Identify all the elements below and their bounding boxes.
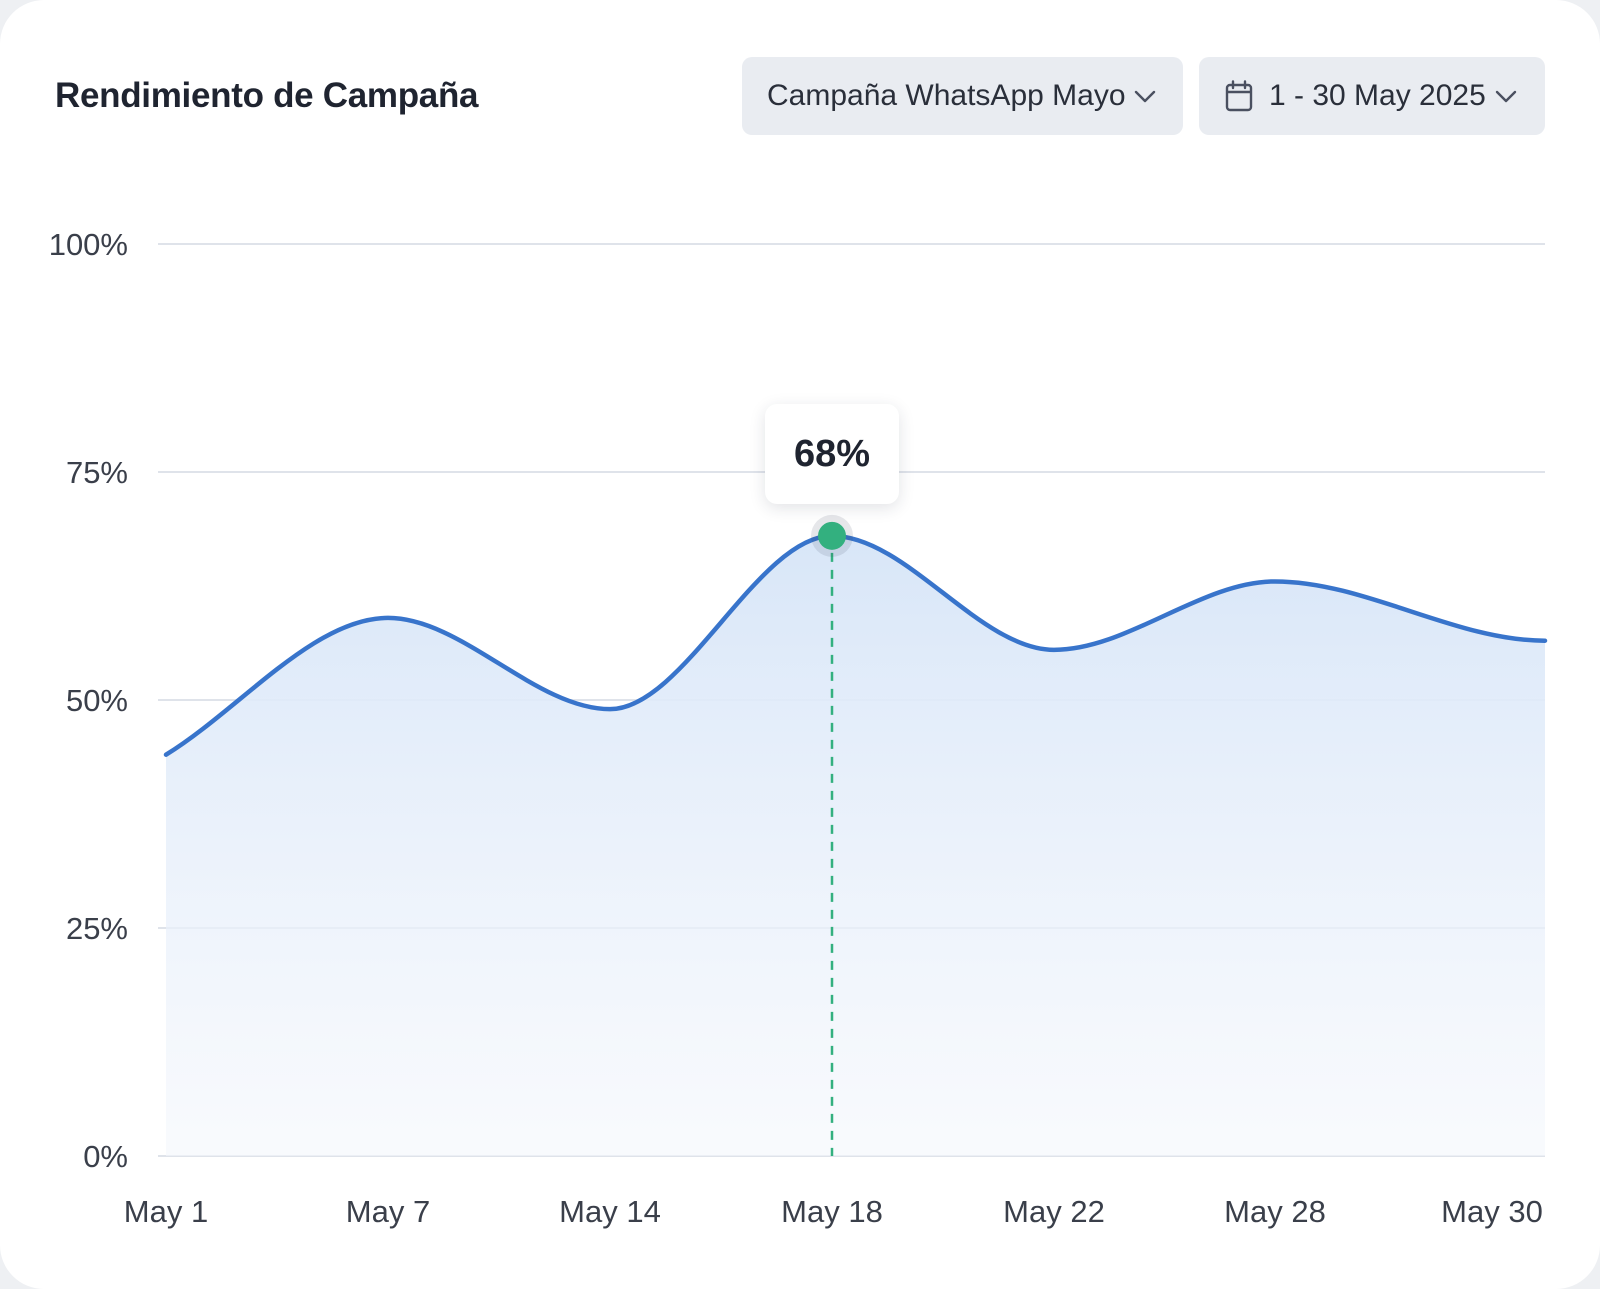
- chevron-down-icon: [1134, 90, 1156, 103]
- x-tick-label: May 28: [1224, 1194, 1326, 1229]
- calendar-icon: [1225, 80, 1253, 112]
- data-point[interactable]: [1048, 644, 1060, 656]
- y-tick-label: 75%: [66, 455, 128, 490]
- x-tick-label: May 1: [124, 1194, 208, 1229]
- x-tick-label: May 30: [1441, 1194, 1543, 1229]
- x-tick-label: May 18: [781, 1194, 883, 1229]
- date-range-select[interactable]: 1 - 30 May 2025: [1199, 57, 1545, 135]
- data-point[interactable]: [1269, 575, 1281, 587]
- data-point[interactable]: [160, 749, 172, 761]
- chevron-down-icon: [1495, 90, 1517, 103]
- chart-tooltip: 68%: [765, 404, 899, 504]
- y-tick-label: 0%: [83, 1139, 128, 1174]
- campaign-select[interactable]: Campaña WhatsApp Mayo: [742, 57, 1183, 135]
- y-tick-label: 25%: [66, 911, 128, 946]
- x-tick-label: May 22: [1003, 1194, 1105, 1229]
- x-tick-label: May 7: [346, 1194, 430, 1229]
- data-point[interactable]: [1539, 635, 1551, 647]
- x-tick-label: May 14: [559, 1194, 661, 1229]
- date-range-value: 1 - 30 May 2025: [1269, 79, 1486, 112]
- area-fill: [166, 535, 1545, 1156]
- campaign-select-value: Campaña WhatsApp Mayo: [767, 79, 1126, 112]
- highlight-point[interactable]: [818, 521, 846, 550]
- data-point[interactable]: [604, 703, 616, 715]
- page-title: Rendimiento de Campaña: [55, 76, 479, 115]
- data-point[interactable]: [382, 612, 394, 624]
- y-tick-label: 100%: [49, 227, 128, 262]
- y-tick-label: 50%: [66, 683, 128, 718]
